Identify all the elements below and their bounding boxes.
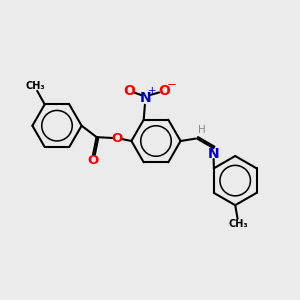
Text: H: H	[198, 125, 206, 135]
Text: −: −	[167, 78, 176, 91]
Text: O: O	[158, 84, 170, 98]
Text: CH₃: CH₃	[229, 219, 249, 229]
Text: +: +	[148, 86, 156, 97]
Text: N: N	[208, 147, 219, 160]
Text: N: N	[140, 91, 151, 105]
Text: O: O	[123, 84, 135, 98]
Text: O: O	[111, 131, 123, 145]
Text: CH₃: CH₃	[26, 81, 46, 91]
Text: O: O	[87, 154, 99, 167]
